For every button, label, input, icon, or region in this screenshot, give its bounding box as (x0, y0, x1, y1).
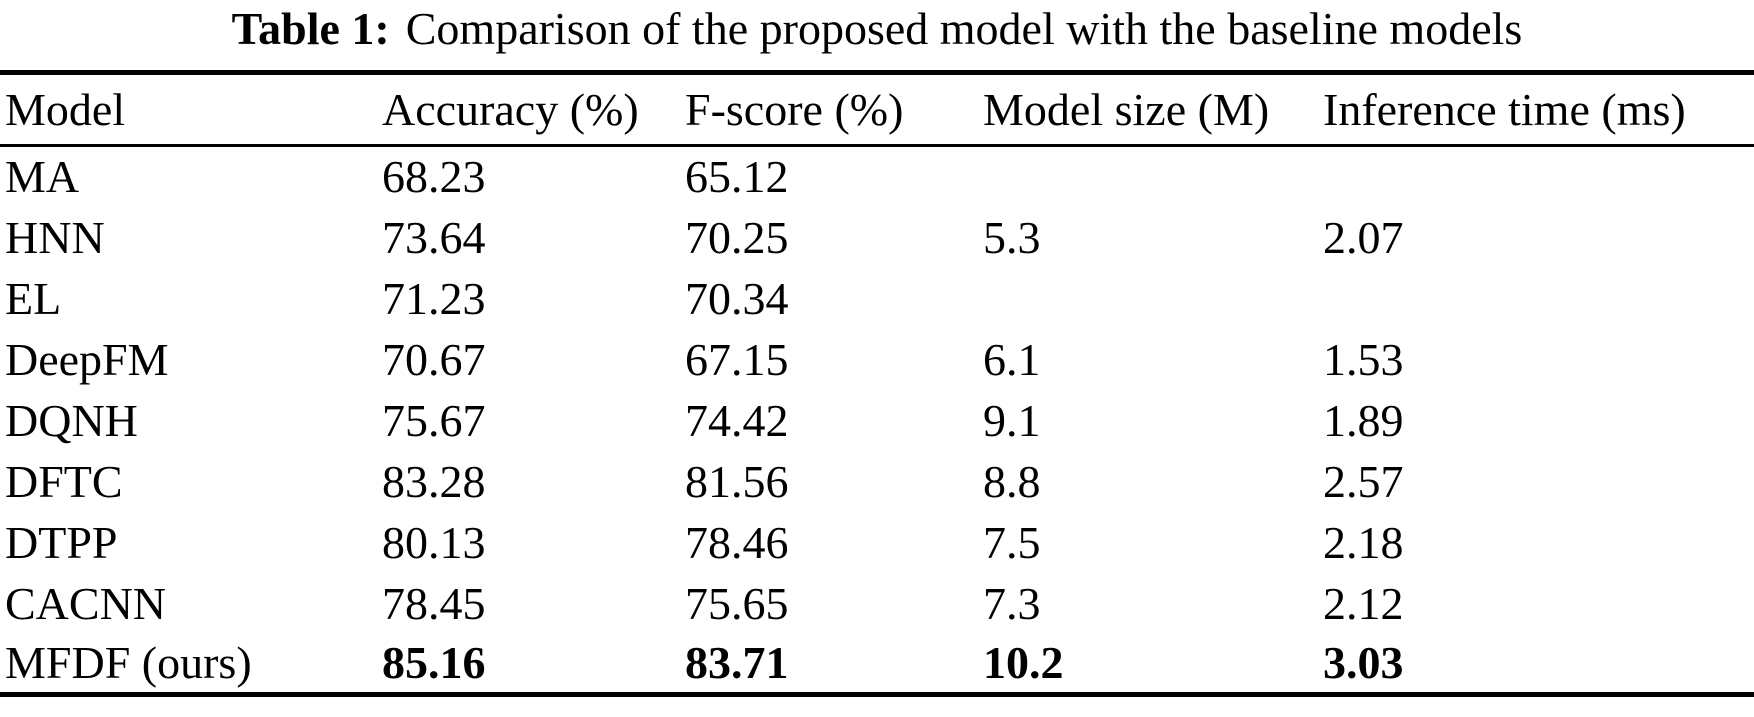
model-size-cell (983, 268, 1323, 329)
inference-time-cell: 2.07 (1323, 211, 1404, 263)
fscore-cell: 65.12 (685, 151, 789, 203)
fscore-cell: 75.65 (685, 577, 789, 629)
model-name-cell: EL (5, 272, 62, 324)
table-caption: Table 1: Comparison of the proposed mode… (0, 0, 1754, 70)
fscore-cell: 67.15 (685, 333, 789, 385)
results-table: Model Accuracy (%) F-score (%) Model siz… (0, 70, 1754, 697)
model-size-cell: 7.5 (983, 516, 1041, 568)
model-size-cell: 6.1 (983, 333, 1041, 385)
fscore-cell: 83.71 (685, 637, 789, 689)
table-caption-text: Comparison of the proposed model with th… (405, 3, 1523, 54)
accuracy-cell: 83.28 (382, 455, 486, 507)
table-row: MA 68.23 65.12 (0, 146, 1754, 207)
model-size-cell (983, 146, 1323, 207)
table-row: DTPP 80.13 78.46 7.5 2.18 (0, 512, 1754, 573)
accuracy-cell: 85.16 (382, 637, 486, 689)
inference-time-cell: 1.53 (1323, 333, 1404, 385)
fscore-cell: 70.34 (685, 272, 789, 324)
table-header: Model Accuracy (%) F-score (%) Model siz… (0, 72, 1754, 147)
inference-time-cell: 3.03 (1323, 637, 1404, 689)
column-header-fscore: F-score (%) (685, 72, 983, 147)
inference-time-cell: 1.89 (1323, 394, 1404, 446)
model-size-cell: 9.1 (983, 394, 1041, 446)
accuracy-cell: 71.23 (382, 272, 486, 324)
table-row: DQNH 75.67 74.42 9.1 1.89 (0, 390, 1754, 451)
model-name-cell: MA (5, 151, 80, 203)
table-row: CACNN 78.45 75.65 7.3 2.12 (0, 573, 1754, 634)
column-header-inference-time: Inference time (ms) (1323, 72, 1754, 147)
inference-time-cell: 2.18 (1323, 516, 1404, 568)
model-size-cell: 7.3 (983, 577, 1041, 629)
table-row: HNN 73.64 70.25 5.3 2.07 (0, 207, 1754, 268)
column-header-model: Model (0, 72, 382, 147)
column-header-model-size: Model size (M) (983, 72, 1323, 147)
accuracy-cell: 78.45 (382, 577, 486, 629)
table-caption-label: Table 1: (231, 3, 390, 54)
inference-time-cell: 2.12 (1323, 577, 1404, 629)
model-name-cell: DFTC (5, 455, 123, 507)
fscore-cell: 81.56 (685, 455, 789, 507)
model-name-cell: CACNN (5, 577, 167, 629)
table-row: DFTC 83.28 81.56 8.8 2.57 (0, 451, 1754, 512)
header-row: Model Accuracy (%) F-score (%) Model siz… (0, 72, 1754, 147)
inference-time-cell (1323, 146, 1754, 207)
model-name-cell: DTPP (5, 516, 118, 568)
column-header-accuracy: Accuracy (%) (382, 72, 685, 147)
model-name-cell: HNN (5, 211, 105, 263)
accuracy-cell: 80.13 (382, 516, 486, 568)
accuracy-cell: 75.67 (382, 394, 486, 446)
model-name-cell: DeepFM (5, 333, 169, 385)
model-size-cell: 5.3 (983, 211, 1041, 263)
model-size-cell: 8.8 (983, 455, 1041, 507)
fscore-cell: 74.42 (685, 394, 789, 446)
model-name-cell: MFDF (ours) (5, 637, 252, 689)
model-size-cell: 10.2 (983, 637, 1064, 689)
table-row: EL 71.23 70.34 (0, 268, 1754, 329)
accuracy-cell: 68.23 (382, 151, 486, 203)
inference-time-cell (1323, 268, 1754, 329)
fscore-cell: 70.25 (685, 211, 789, 263)
accuracy-cell: 70.67 (382, 333, 486, 385)
table-row: DeepFM 70.67 67.15 6.1 1.53 (0, 329, 1754, 390)
table-row-proposed-model: MFDF (ours) 85.16 83.71 10.2 3.03 (0, 634, 1754, 695)
accuracy-cell: 73.64 (382, 211, 486, 263)
inference-time-cell: 2.57 (1323, 455, 1404, 507)
table-body: MA 68.23 65.12 HNN 73.64 70.25 5.3 2.07 … (0, 146, 1754, 695)
model-name-cell: DQNH (5, 394, 138, 446)
fscore-cell: 78.46 (685, 516, 789, 568)
